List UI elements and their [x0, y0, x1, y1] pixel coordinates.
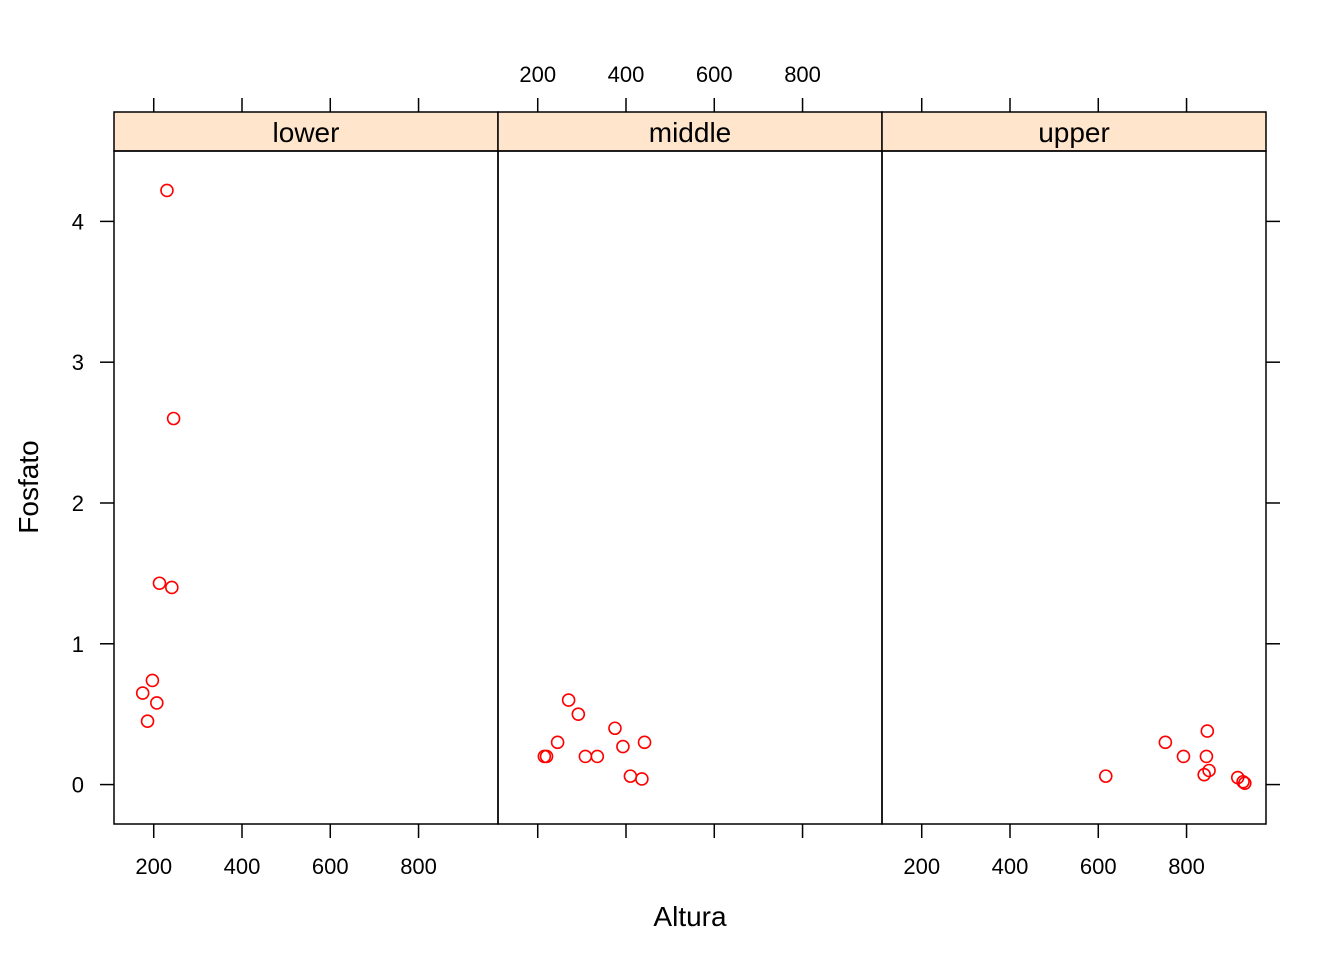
data-point-lower [145, 673, 160, 688]
data-point-middle [635, 772, 649, 786]
data-point-middle [571, 707, 586, 721]
strip-label-middle: middle [649, 117, 731, 148]
data-point-middle [616, 739, 630, 754]
y-tick-label: 0 [72, 773, 84, 798]
data-point-middle [561, 693, 576, 707]
data-point-middle [590, 749, 605, 764]
data-point-lower [140, 714, 155, 729]
x-tick-label-bottom: 400 [992, 854, 1029, 879]
axes-layer: 200 400 600 800 200 400 600 800 200 400 600 800 0 1 2 3… [72, 62, 1280, 879]
data-point-upper [1236, 774, 1250, 789]
panel-middle [497, 150, 883, 825]
data-point-middle [578, 749, 593, 764]
y-tick-label: 3 [72, 350, 84, 375]
y-tick-label: 1 [72, 632, 84, 657]
data-point-lower [160, 183, 174, 198]
y-tick-label: 2 [72, 491, 84, 516]
data-point-upper [1098, 769, 1113, 783]
data-point-middle [623, 769, 638, 783]
x-tick-label-bottom: 200 [903, 854, 940, 879]
strip-lower [113, 111, 499, 152]
data-point-middle [539, 749, 554, 764]
y-axis-title: Fosfato [13, 440, 44, 533]
data-point-middle [637, 735, 652, 750]
x-tick-label-top: 800 [784, 62, 821, 87]
data-point-lower [165, 580, 179, 595]
x-tick-label-bottom: 400 [224, 854, 261, 879]
data-point-upper [1199, 749, 1214, 764]
data-point-upper [1197, 767, 1212, 782]
data-point-lower [135, 686, 150, 700]
data-point-lower [150, 696, 164, 710]
x-tick-label-top: 400 [608, 62, 645, 87]
x-tick-label-top: 600 [696, 62, 733, 87]
x-tick-label-bottom: 800 [400, 854, 437, 879]
strip-upper [881, 111, 1267, 152]
data-point-lower [152, 576, 167, 591]
panels-layer: lower middle upper [113, 111, 1267, 825]
points-layer [135, 183, 1252, 790]
strip-middle [497, 111, 883, 152]
x-tick-label-bottom: 200 [135, 854, 172, 879]
data-point-upper [1238, 776, 1252, 790]
y-tick-label: 4 [72, 209, 84, 234]
data-point-upper [1158, 735, 1173, 750]
x-tick-label-bottom: 600 [1080, 854, 1117, 879]
data-point-upper [1200, 724, 1215, 738]
panel-upper [881, 150, 1267, 825]
x-tick-label-bottom: 600 [312, 854, 349, 879]
x-tick-label-top: 200 [519, 62, 556, 87]
strip-label-upper: upper [1038, 117, 1110, 148]
strip-label-lower: lower [273, 117, 340, 148]
data-point-middle [550, 735, 565, 750]
panel-lower [113, 150, 499, 825]
data-point-middle [608, 721, 622, 736]
data-point-upper [1176, 749, 1191, 764]
x-tick-label-bottom: 800 [1168, 854, 1205, 879]
data-point-upper [1202, 763, 1216, 778]
data-point-lower [166, 411, 181, 426]
x-axis-title: Altura [653, 901, 727, 932]
